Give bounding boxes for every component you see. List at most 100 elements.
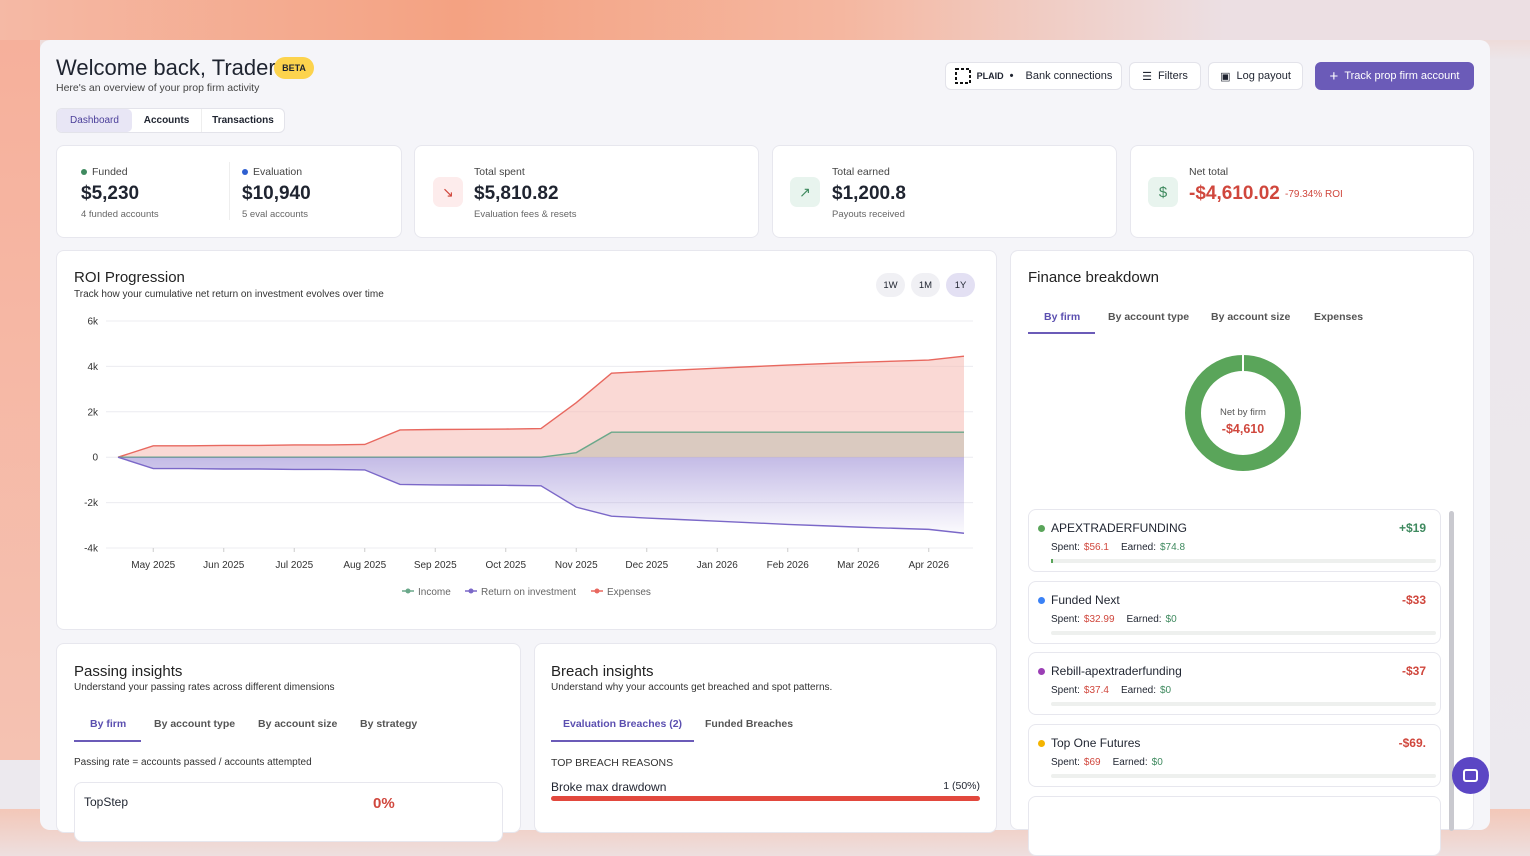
firm-net: -$33 bbox=[1401, 592, 1426, 607]
x-tick-label: Mar 2026 bbox=[837, 560, 880, 571]
firm-card: Funded Next -$33 Spent: $32.99 Earned: $0 bbox=[1028, 580, 1441, 644]
earned-value: $0 bbox=[1165, 613, 1177, 625]
legend-dot bbox=[594, 588, 600, 594]
breach-tab[interactable]: Funded Breaches bbox=[705, 718, 794, 730]
x-tick-label: Jan 2026 bbox=[697, 560, 739, 571]
log-payout-button[interactable]: ▣ Log payout bbox=[1208, 62, 1303, 90]
x-tick-label: Aug 2025 bbox=[343, 560, 386, 571]
breach-subtitle: Understand why your accounts get breache… bbox=[551, 682, 833, 693]
plaid-label: PLAID bbox=[976, 71, 1004, 81]
stat-note: Payouts received bbox=[832, 209, 905, 220]
earned-label: Earned: bbox=[1112, 756, 1148, 768]
firm-detail: Spent: $32.99 Earned: $0 bbox=[1051, 614, 1177, 625]
stat-value: -$4,610.02 bbox=[1189, 183, 1280, 204]
divider bbox=[229, 162, 230, 220]
x-tick-label: Oct 2025 bbox=[485, 560, 526, 571]
passing-row: TopStep 0% bbox=[74, 782, 503, 842]
legend-dot bbox=[468, 588, 474, 594]
passing-tab[interactable]: By strategy bbox=[360, 718, 418, 730]
firm-bar-fill bbox=[1051, 559, 1053, 563]
plaid-logo bbox=[954, 68, 971, 84]
y-tick-label: 0 bbox=[92, 453, 98, 464]
dot bbox=[81, 169, 87, 175]
breach-title: Breach insights bbox=[551, 663, 654, 680]
tab[interactable]: Transactions bbox=[212, 115, 274, 126]
tab-bar: Dashboard Accounts Transactions bbox=[56, 108, 285, 133]
range-button[interactable]: 1M bbox=[911, 273, 940, 297]
tab-underline bbox=[1028, 332, 1095, 334]
roi-chart: -4k -2k 0 2k 4k 6k May 2025 Jun 2025 Jul 2025 Aug… bbox=[84, 317, 973, 598]
chat-button[interactable] bbox=[1452, 757, 1489, 794]
scrollbar[interactable] bbox=[1449, 511, 1454, 831]
bank-label: Bank connections bbox=[1025, 70, 1113, 82]
tab-underline bbox=[551, 740, 694, 742]
finance-tab[interactable]: By firm bbox=[1044, 311, 1081, 323]
tab-underline bbox=[74, 740, 141, 742]
firm-net: +$19 bbox=[1398, 521, 1426, 535]
stat-value: $5,230 bbox=[81, 183, 140, 204]
x-tick-label: Nov 2025 bbox=[555, 560, 598, 571]
series-line bbox=[117, 456, 965, 534]
stat-note: Evaluation fees & resets bbox=[474, 209, 577, 220]
x-tick-label: Jul 2025 bbox=[275, 560, 313, 571]
legend-dot bbox=[405, 588, 411, 594]
tab[interactable]: Accounts bbox=[132, 109, 202, 132]
firm-dot bbox=[1038, 596, 1045, 604]
firm-dot bbox=[1038, 525, 1045, 532]
breach-count: 1 (50%) bbox=[943, 780, 980, 792]
finance-title: Finance breakdown bbox=[1028, 269, 1159, 286]
finance-card: Finance breakdown By firm By account typ… bbox=[1010, 250, 1474, 856]
earned-value: $0 bbox=[1151, 756, 1163, 768]
net-card: $ Net total -$4,610.02 -79.34% ROI bbox=[1130, 145, 1474, 238]
series-line bbox=[117, 355, 965, 458]
finance-tab[interactable]: By account size bbox=[1211, 311, 1291, 323]
finance-tab[interactable]: Expenses bbox=[1314, 311, 1364, 323]
passing-tab[interactable]: By account size bbox=[258, 718, 338, 730]
stat-value: $5,810.82 bbox=[474, 183, 559, 204]
track-label: Track prop firm account bbox=[1344, 70, 1460, 82]
bank-connections-button[interactable]: PLAID • Bank connections bbox=[945, 62, 1122, 90]
stat-label: Net total bbox=[1189, 166, 1229, 178]
filters-button[interactable]: ☰ Filters bbox=[1129, 62, 1201, 90]
donut-label: Net by firm bbox=[1220, 407, 1266, 418]
dollar-icon: $ bbox=[1148, 177, 1178, 207]
passing-tab[interactable]: By account type bbox=[154, 718, 236, 730]
earned-value: $74.8 bbox=[1159, 542, 1186, 553]
spent-value: $32.99 bbox=[1083, 613, 1115, 625]
passing-note: Passing rate = accounts passed / account… bbox=[74, 757, 312, 768]
stat-label: Funded bbox=[92, 166, 128, 178]
finance-tab[interactable]: By account type bbox=[1108, 311, 1190, 323]
breach-tab[interactable]: Evaluation Breaches (2) bbox=[563, 718, 683, 730]
y-tick-label: -4k bbox=[84, 544, 99, 555]
area-fill bbox=[118, 432, 964, 458]
beta-badge: BETA bbox=[274, 57, 314, 79]
firm-name: Top One Futures bbox=[1051, 735, 1141, 750]
page-subtitle: Here's an overview of your prop firm act… bbox=[56, 82, 260, 94]
firm-detail: Spent: $56.1 Earned: $74.8 bbox=[1051, 542, 1185, 553]
log-label: Log payout bbox=[1236, 70, 1291, 82]
earned-value: $0 bbox=[1159, 685, 1172, 696]
range-button[interactable]: 1W bbox=[876, 273, 905, 297]
firm-detail: Spent: $69 Earned: $0 bbox=[1051, 757, 1163, 768]
passing-tab[interactable]: By firm bbox=[90, 718, 127, 730]
spent-card: ↘ Total spent $5,810.82 Evaluation fees … bbox=[414, 145, 759, 238]
page-title: Welcome back, Trader bbox=[56, 55, 276, 80]
firm-detail: Spent: $37.4 Earned: $0 bbox=[1051, 685, 1171, 696]
stat-label: Total earned bbox=[832, 166, 890, 178]
legend-label: Expenses bbox=[607, 587, 651, 598]
up-icon: ↗ bbox=[790, 177, 820, 207]
legend-label: Return on investment bbox=[481, 587, 576, 598]
spent-value: $56.1 bbox=[1083, 542, 1109, 553]
track-button[interactable]: + Track prop firm account bbox=[1315, 62, 1474, 90]
firm-bar bbox=[1051, 773, 1436, 778]
chat-icon bbox=[1463, 769, 1478, 782]
earned-card: ↗ Total earned $1,200.8 Payouts received bbox=[772, 145, 1117, 238]
range-button[interactable]: 1Y bbox=[946, 273, 975, 297]
spent-label: Spent: bbox=[1051, 613, 1080, 625]
top-glow bbox=[0, 0, 1530, 40]
firm-bar bbox=[1051, 702, 1436, 706]
tab[interactable]: Dashboard bbox=[57, 109, 132, 132]
passing-card: Passing insights Understand your passing… bbox=[56, 643, 521, 842]
spent-label: Spent: bbox=[1051, 685, 1080, 696]
